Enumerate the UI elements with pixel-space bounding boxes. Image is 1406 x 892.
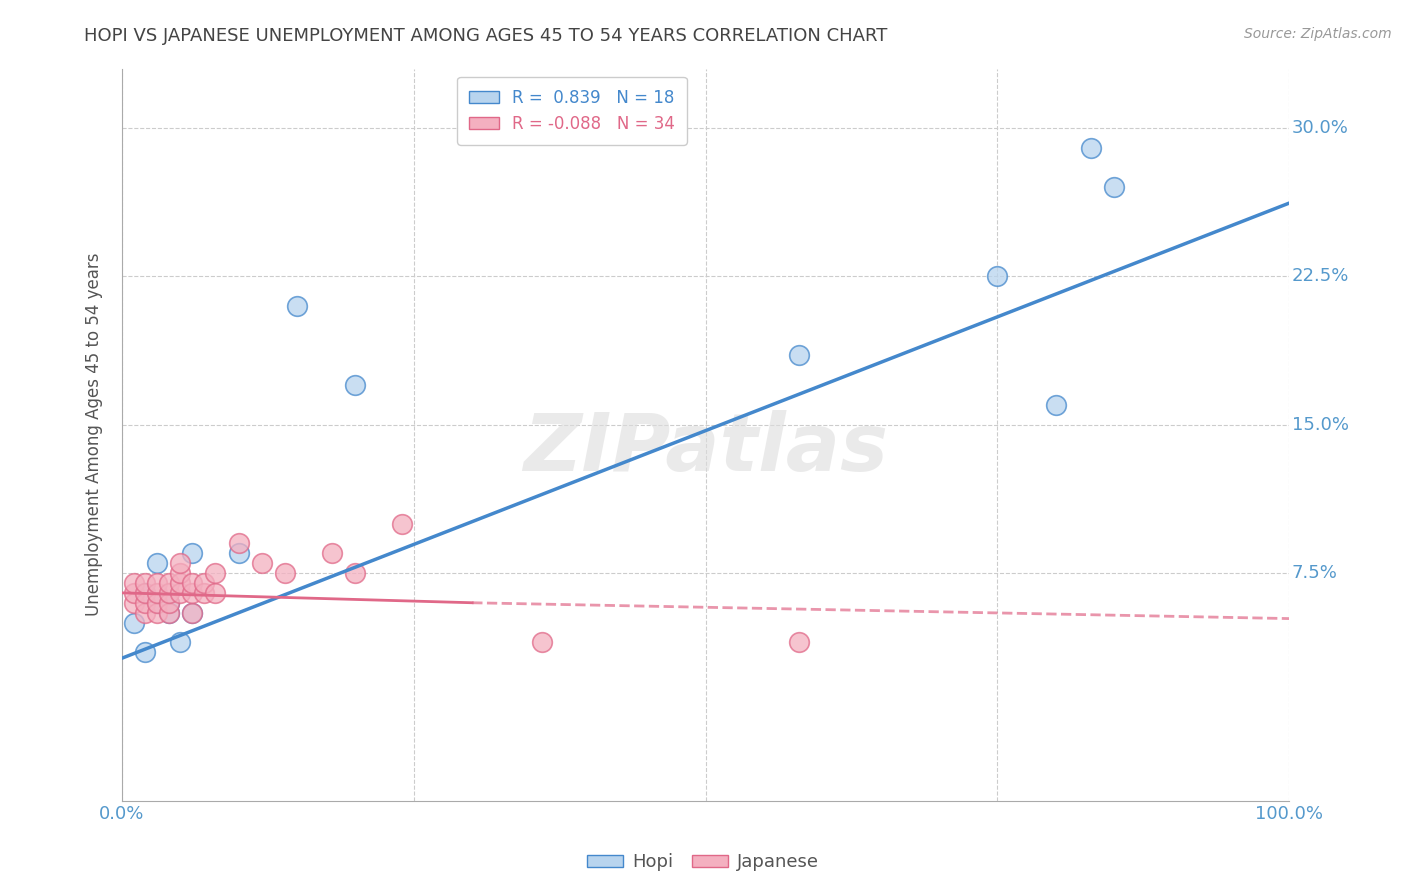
Point	[157, 576, 180, 591]
Text: 22.5%: 22.5%	[1292, 268, 1348, 285]
Point	[531, 635, 554, 649]
Point	[193, 576, 215, 591]
Point	[146, 596, 169, 610]
Point	[122, 586, 145, 600]
Point	[122, 576, 145, 591]
Point	[787, 348, 810, 362]
Point	[787, 635, 810, 649]
Text: 15.0%: 15.0%	[1292, 416, 1348, 434]
Point	[169, 576, 191, 591]
Point	[181, 576, 204, 591]
Point	[134, 596, 156, 610]
Point	[228, 536, 250, 550]
Point	[321, 546, 343, 560]
Point	[204, 586, 226, 600]
Point	[986, 269, 1008, 284]
Point	[344, 566, 367, 580]
Text: ZIPatlas: ZIPatlas	[523, 410, 889, 488]
Point	[181, 606, 204, 620]
Point	[169, 556, 191, 570]
Point	[134, 586, 156, 600]
Point	[344, 378, 367, 392]
Point	[146, 556, 169, 570]
Point	[1080, 141, 1102, 155]
Point	[250, 556, 273, 570]
Point	[228, 546, 250, 560]
Point	[181, 546, 204, 560]
Point	[146, 576, 169, 591]
Text: 30.0%: 30.0%	[1292, 119, 1348, 136]
Point	[169, 635, 191, 649]
Y-axis label: Unemployment Among Ages 45 to 54 years: Unemployment Among Ages 45 to 54 years	[86, 252, 103, 616]
Point	[157, 596, 180, 610]
Point	[146, 596, 169, 610]
Text: HOPI VS JAPANESE UNEMPLOYMENT AMONG AGES 45 TO 54 YEARS CORRELATION CHART: HOPI VS JAPANESE UNEMPLOYMENT AMONG AGES…	[84, 27, 887, 45]
Point	[274, 566, 297, 580]
Legend: R =  0.839   N = 18, R = -0.088   N = 34: R = 0.839 N = 18, R = -0.088 N = 34	[457, 77, 686, 145]
Point	[204, 566, 226, 580]
Legend: Hopi, Japanese: Hopi, Japanese	[581, 847, 825, 879]
Point	[391, 516, 413, 531]
Text: 7.5%: 7.5%	[1292, 564, 1337, 582]
Point	[134, 606, 156, 620]
Point	[134, 586, 156, 600]
Point	[169, 566, 191, 580]
Point	[157, 586, 180, 600]
Point	[1045, 398, 1067, 412]
Point	[157, 606, 180, 620]
Point	[157, 596, 180, 610]
Point	[134, 645, 156, 659]
Point	[181, 586, 204, 600]
Point	[193, 586, 215, 600]
Point	[169, 586, 191, 600]
Point	[146, 586, 169, 600]
Point	[122, 615, 145, 630]
Point	[285, 299, 308, 313]
Point	[181, 606, 204, 620]
Text: Source: ZipAtlas.com: Source: ZipAtlas.com	[1244, 27, 1392, 41]
Point	[157, 606, 180, 620]
Point	[134, 576, 156, 591]
Point	[1102, 180, 1125, 194]
Point	[146, 606, 169, 620]
Point	[122, 596, 145, 610]
